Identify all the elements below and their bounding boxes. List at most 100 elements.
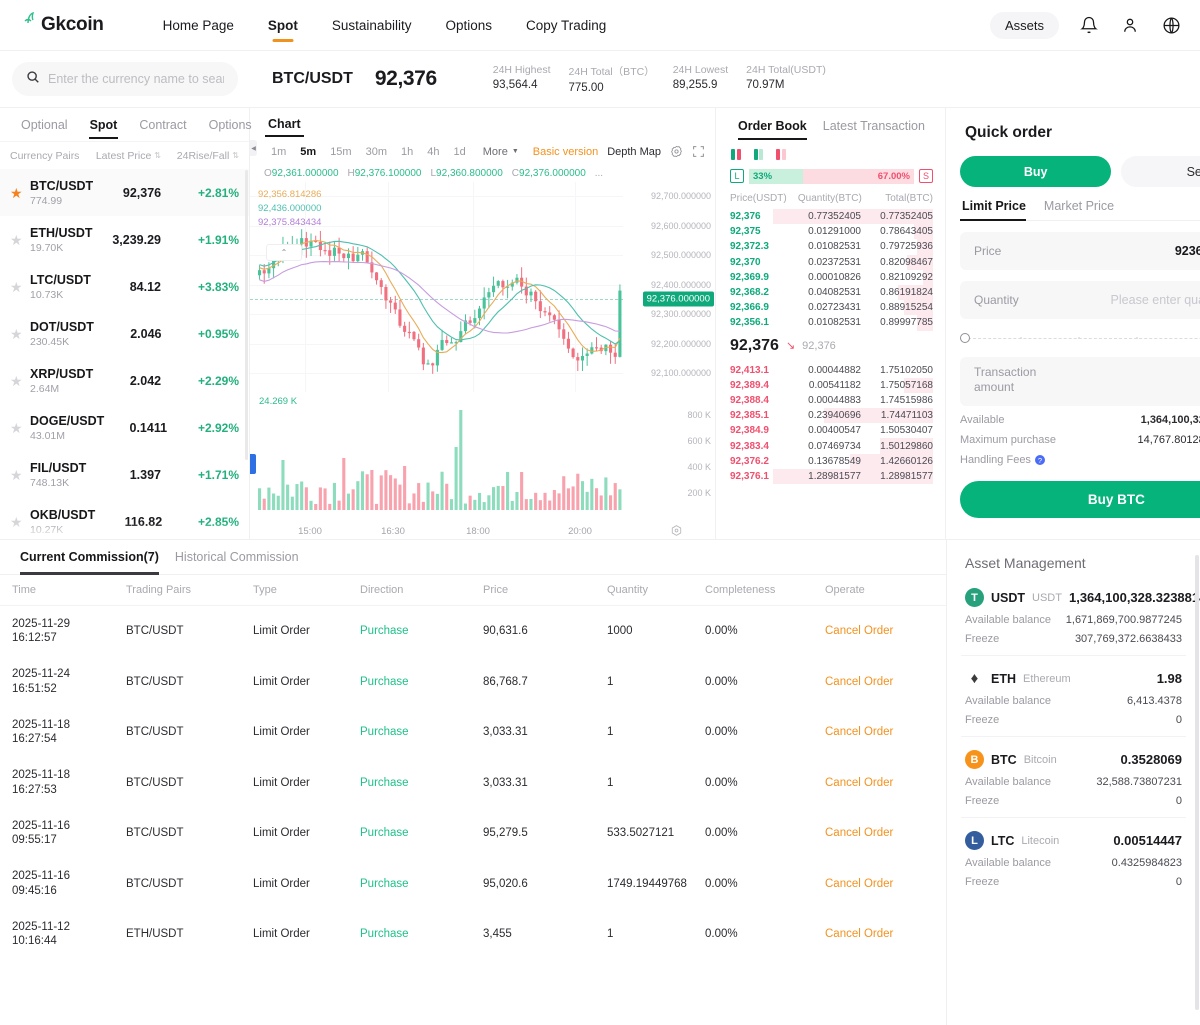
chart-collapse-button[interactable]: ⌃ <box>266 244 302 261</box>
transaction-amount-input[interactable] <box>1046 365 1200 379</box>
bid-row[interactable]: 92,375 0.01291000 0.78643405 <box>716 224 945 240</box>
nav-item-home-page[interactable]: Home Page <box>162 17 234 33</box>
reset-zoom-icon[interactable] <box>670 524 683 537</box>
tab-market-price[interactable]: Market Price <box>1043 199 1115 213</box>
sell-tab[interactable]: Sell <box>1121 156 1200 187</box>
bid-row[interactable]: 92,356.1 0.01082531 0.89997785 <box>716 315 945 331</box>
bid-row[interactable]: 92,366.9 0.02723431 0.88915254 <box>716 300 945 316</box>
assets-button[interactable]: Assets <box>989 11 1059 39</box>
globe-icon[interactable] <box>1160 14 1182 36</box>
favorite-star-icon[interactable]: ★ <box>10 466 23 483</box>
cancel-order-button[interactable]: Cancel Order <box>825 675 894 688</box>
nav-item-options[interactable]: Options <box>445 17 492 33</box>
basic-version-toggle[interactable]: Basic version <box>532 145 599 158</box>
quantity-field[interactable]: Quantity BTC <box>960 281 1200 319</box>
market-row[interactable]: ★ FIL/USDT 748.13K 1.397 +1.71% <box>0 451 249 498</box>
help-icon[interactable]: ? <box>1034 455 1045 465</box>
user-icon[interactable] <box>1119 14 1141 36</box>
buy-tab[interactable]: Buy <box>960 156 1112 187</box>
market-row[interactable]: ★ DOGE/USDT 43.01M 0.1411 +2.92% <box>0 404 249 451</box>
cancel-order-button[interactable]: Cancel Order <box>825 827 894 840</box>
column-rise-fall[interactable]: 24Rise/Fall ⇅ <box>161 150 239 162</box>
market-tab-optional[interactable]: Optional <box>21 117 68 132</box>
brand-logo[interactable]: Gkcoin <box>24 12 104 36</box>
ask-row[interactable]: 92,385.1 0.23940696 1.74471103 <box>716 408 945 424</box>
timeframe-30m[interactable]: 30m <box>365 145 387 158</box>
ask-row[interactable]: 92,384.9 0.00400547 1.50530407 <box>716 423 945 438</box>
amount-slider[interactable] <box>960 332 1200 346</box>
favorite-star-icon[interactable]: ★ <box>10 372 23 389</box>
submit-buy-button[interactable]: Buy BTC <box>960 481 1200 518</box>
favorite-star-icon[interactable]: ★ <box>10 278 23 295</box>
price-input[interactable] <box>1001 244 1200 258</box>
tab-historical-commission[interactable]: Historical Commission <box>174 550 299 564</box>
market-price: 2.042 <box>129 373 162 388</box>
quantity-input[interactable] <box>1018 293 1200 307</box>
cancel-order-button[interactable]: Cancel Order <box>825 928 894 941</box>
timeframe-more-dropdown[interactable]: More ▼ <box>473 146 525 158</box>
market-scrollbar[interactable] <box>245 170 248 460</box>
timeframe-1m[interactable]: 1m <box>271 145 287 158</box>
mode-both-icon[interactable] <box>731 148 741 160</box>
gear-icon[interactable] <box>670 145 683 158</box>
tab-chart[interactable]: Chart <box>265 117 304 138</box>
nav-item-copy-trading[interactable]: Copy Trading <box>525 17 607 33</box>
bid-row[interactable]: 92,376 0.77352405 0.77352405 <box>716 209 945 225</box>
depth-map-toggle[interactable]: Depth Map <box>607 145 661 158</box>
price-field[interactable]: Price USDT <box>960 232 1200 270</box>
favorite-star-icon[interactable]: ★ <box>10 231 23 248</box>
ask-row[interactable]: 92,389.4 0.00541182 1.75057168 <box>716 377 945 393</box>
market-tab-options[interactable]: Options <box>208 117 252 132</box>
market-row[interactable]: ★ ETH/USDT 19.70K 3,239.29 +1.91% <box>0 216 249 263</box>
nav-item-spot[interactable]: Spot <box>251 0 315 51</box>
tab-order-book[interactable]: Order Book <box>730 108 815 143</box>
column-latest-price[interactable]: Latest Price ⇅ <box>93 150 161 162</box>
market-row[interactable]: ★ XRP/USDT 2.64M 2.042 +2.29% <box>0 357 249 404</box>
brand-name: Gkcoin <box>41 14 104 35</box>
price-plot[interactable]: 92,356.814286 92,436.000000 92,375.84343… <box>250 182 715 392</box>
search-box[interactable] <box>12 62 238 96</box>
nav-item-sustainability[interactable]: Sustainability <box>331 17 412 33</box>
ob-price: 92,376 <box>730 211 761 223</box>
market-row[interactable]: ★ LTC/USDT 10.73K 84.12 +3.83% <box>0 263 249 310</box>
cancel-order-button[interactable]: Cancel Order <box>825 625 894 638</box>
available-value: 1,671,869,700.9877245 <box>1065 614 1182 626</box>
tab-limit-price[interactable]: Limit Price <box>960 199 1035 221</box>
bid-row[interactable]: 92,369.9 0.00010826 0.82109292 <box>716 269 945 285</box>
bid-row[interactable]: 92,372.3 0.01082531 0.79725936 <box>716 239 945 255</box>
mode-asks-icon[interactable] <box>776 148 786 160</box>
ask-row[interactable]: 92,383.4 0.07469734 1.50129860 <box>716 438 945 454</box>
tab-latest-transaction[interactable]: Latest Transaction <box>822 118 925 133</box>
cancel-order-button[interactable]: Cancel Order <box>825 726 894 739</box>
market-tab-spot[interactable]: Spot <box>79 108 129 142</box>
bid-row[interactable]: 92,368.2 0.04082531 0.86191824 <box>716 284 945 301</box>
ask-row[interactable]: 92,376.1 1.28981577 1.28981577 <box>716 468 945 484</box>
market-tab-contract[interactable]: Contract <box>139 117 187 132</box>
collapse-sidebar-handle[interactable]: ◀ <box>250 140 257 156</box>
favorite-star-icon[interactable]: ★ <box>10 325 23 342</box>
timeframe-1h[interactable]: 1h <box>401 145 414 158</box>
ask-row[interactable]: 92,376.2 0.13678549 1.42660126 <box>716 453 945 469</box>
fullscreen-icon[interactable] <box>692 145 705 158</box>
bell-icon[interactable] <box>1078 14 1100 36</box>
ask-row[interactable]: 92,388.4 0.00044883 1.74515986 <box>716 393 945 408</box>
market-row[interactable]: ★ DOT/USDT 230.45K 2.046 +0.95% <box>0 310 249 357</box>
handling-fees-row: Handling Fees ? 0 USDT <box>960 454 1200 466</box>
transaction-amount-field[interactable]: Transaction amount USDT <box>960 357 1200 406</box>
timeframe-1d[interactable]: 1d <box>453 145 466 158</box>
timeframe-4h[interactable]: 4h <box>427 145 440 158</box>
page-scrollbar[interactable] <box>1195 555 1199 1010</box>
favorite-star-icon[interactable]: ★ <box>10 419 23 436</box>
slider-knob[interactable] <box>960 333 970 343</box>
cancel-order-button[interactable]: Cancel Order <box>825 776 894 789</box>
timeframe-15m[interactable]: 15m <box>330 145 352 158</box>
timeframe-5m[interactable]: 5m <box>300 145 317 158</box>
cancel-order-button[interactable]: Cancel Order <box>825 877 894 890</box>
bid-row[interactable]: 92,370 0.02372531 0.82098467 <box>716 254 945 270</box>
tab-current-commission[interactable]: Current Commission(7) <box>12 540 167 575</box>
ask-row[interactable]: 92,413.1 0.00044882 1.75102050 <box>716 363 945 378</box>
mode-bids-icon[interactable] <box>753 148 763 160</box>
favorite-star-icon[interactable]: ★ <box>10 184 23 201</box>
market-row[interactable]: ★ BTC/USDT 774.99 92,376 +2.81% <box>0 169 249 216</box>
search-input[interactable] <box>48 72 224 86</box>
